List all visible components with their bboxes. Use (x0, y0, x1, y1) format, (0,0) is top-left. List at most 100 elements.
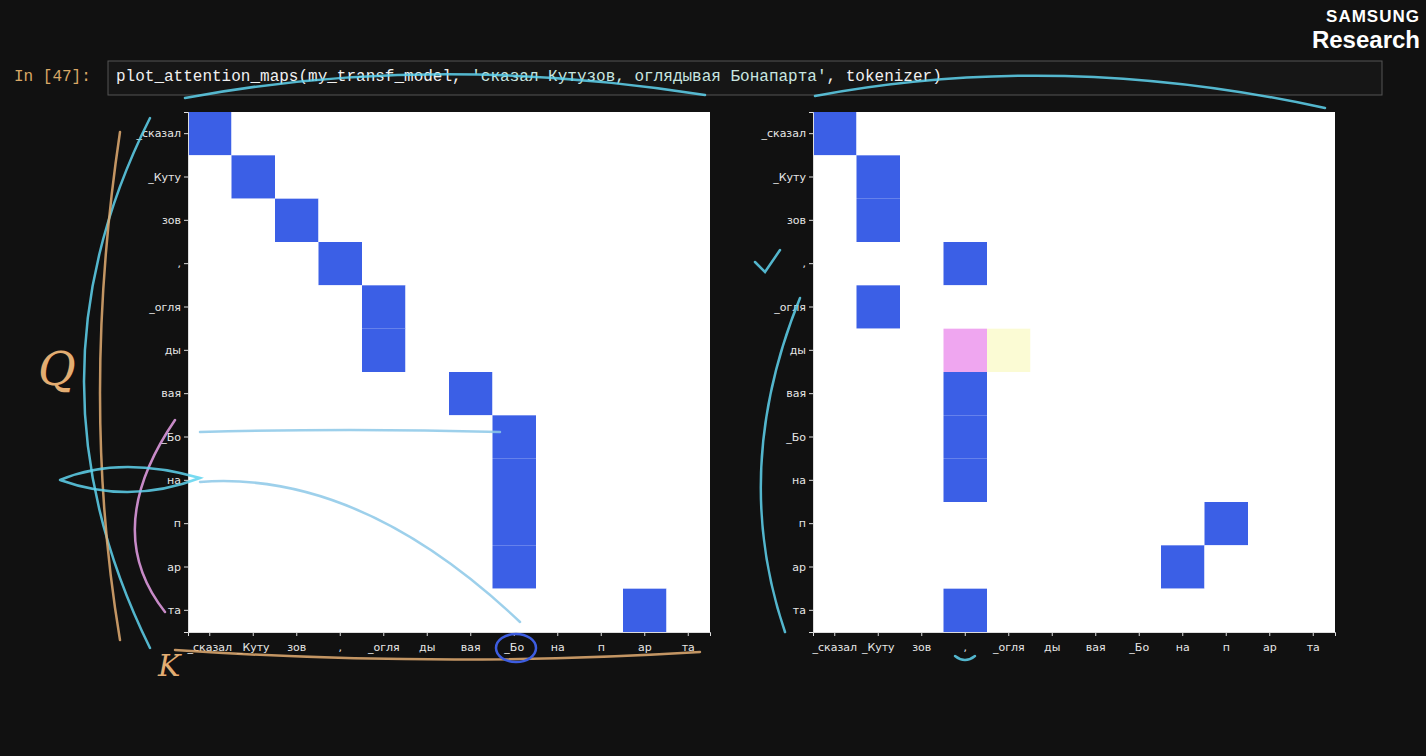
tick: ар (1263, 632, 1277, 654)
cell (1248, 502, 1292, 545)
tick-label: на (792, 474, 806, 487)
tick: _Бо (785, 431, 813, 444)
cell (813, 329, 857, 372)
cell (667, 545, 711, 588)
tick-label: ды (790, 344, 806, 357)
cell (319, 329, 363, 372)
cell (493, 329, 537, 372)
tick: вая (1086, 632, 1106, 654)
cell (319, 545, 363, 588)
tick-mark (296, 632, 297, 636)
cell (900, 242, 944, 285)
tick-label: та (1307, 641, 1320, 654)
tick: , (339, 632, 343, 654)
cell (667, 242, 711, 285)
cell (536, 199, 580, 242)
cell (1074, 199, 1118, 242)
tick: зов (287, 632, 306, 654)
cell (232, 372, 276, 415)
cell (667, 285, 711, 328)
cell (1161, 242, 1205, 285)
tick: _Куту (772, 171, 813, 184)
cell (900, 329, 944, 372)
tick-mark (1139, 632, 1140, 636)
tick-label: , (964, 641, 968, 654)
tick-mark (184, 567, 188, 568)
cell (1118, 545, 1162, 588)
code-cell[interactable] (108, 61, 1382, 95)
cell (362, 459, 406, 502)
cell (493, 155, 537, 198)
cell (1031, 545, 1075, 588)
cell (1248, 242, 1292, 285)
axis-line (814, 633, 1336, 637)
cell (362, 155, 406, 198)
cell (188, 155, 232, 198)
cell (362, 112, 406, 155)
cell (1074, 242, 1118, 285)
x-axis: _сказал_Кутузов,_оглядывая_Бонапарта (811, 632, 1335, 654)
cell (275, 415, 319, 458)
cell (449, 415, 493, 458)
cell (449, 329, 493, 372)
tick: ды (1044, 632, 1060, 654)
cell (406, 415, 450, 458)
cell (232, 502, 276, 545)
cell (580, 502, 624, 545)
tick-mark (644, 632, 645, 636)
cell (1074, 329, 1118, 372)
cell (623, 372, 667, 415)
cell (813, 199, 857, 242)
cell (1118, 502, 1162, 545)
cell (1205, 329, 1249, 372)
cell (536, 285, 580, 328)
cell (1161, 155, 1205, 198)
cell (232, 112, 276, 155)
cell (580, 329, 624, 372)
tick-label: _Бо (785, 431, 806, 444)
tick: _Куту (861, 632, 895, 654)
cell (1292, 415, 1336, 458)
cell (623, 459, 667, 502)
cells (813, 112, 1335, 632)
cell (667, 372, 711, 415)
heatmap (188, 112, 710, 632)
page: In [47]:plot_attention_maps(my_transf_mo… (0, 0, 1426, 756)
cell (857, 589, 901, 632)
tick-label: _огля (367, 641, 400, 654)
cell (232, 589, 276, 632)
cell (813, 112, 857, 155)
tick: п (598, 632, 605, 654)
cell (900, 372, 944, 415)
tick-label: на (1176, 641, 1190, 654)
cell (188, 242, 232, 285)
cell (987, 329, 1031, 372)
tick-mark (809, 350, 813, 351)
cell (493, 502, 537, 545)
cell (900, 502, 944, 545)
cells (188, 112, 710, 632)
cell (857, 242, 901, 285)
tick-label: _сказал (760, 127, 806, 140)
cell (1292, 372, 1336, 415)
cell (1248, 589, 1292, 632)
cell (493, 199, 537, 242)
cell (449, 502, 493, 545)
tick-label: , (178, 257, 182, 270)
cell (232, 329, 276, 372)
cell (362, 329, 406, 372)
cell (406, 112, 450, 155)
cell (1031, 242, 1075, 285)
tick-label: _огля (992, 641, 1025, 654)
tick: вая (461, 632, 481, 654)
cell (406, 155, 450, 198)
tick-label: _Куту (236, 641, 270, 654)
cell (1161, 589, 1205, 632)
x-axis: _сказал_Кутузов,_оглядывая_Бонапарта (186, 632, 710, 654)
cell (623, 415, 667, 458)
annotation-stroke (200, 430, 500, 432)
cell (580, 199, 624, 242)
cell (944, 589, 988, 632)
tick-label: _Бо (503, 641, 524, 654)
tick-mark (809, 437, 813, 438)
